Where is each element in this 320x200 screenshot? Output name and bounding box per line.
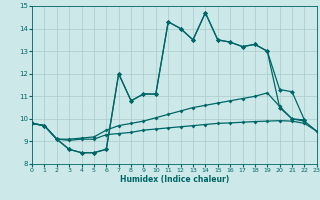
X-axis label: Humidex (Indice chaleur): Humidex (Indice chaleur) [120,175,229,184]
